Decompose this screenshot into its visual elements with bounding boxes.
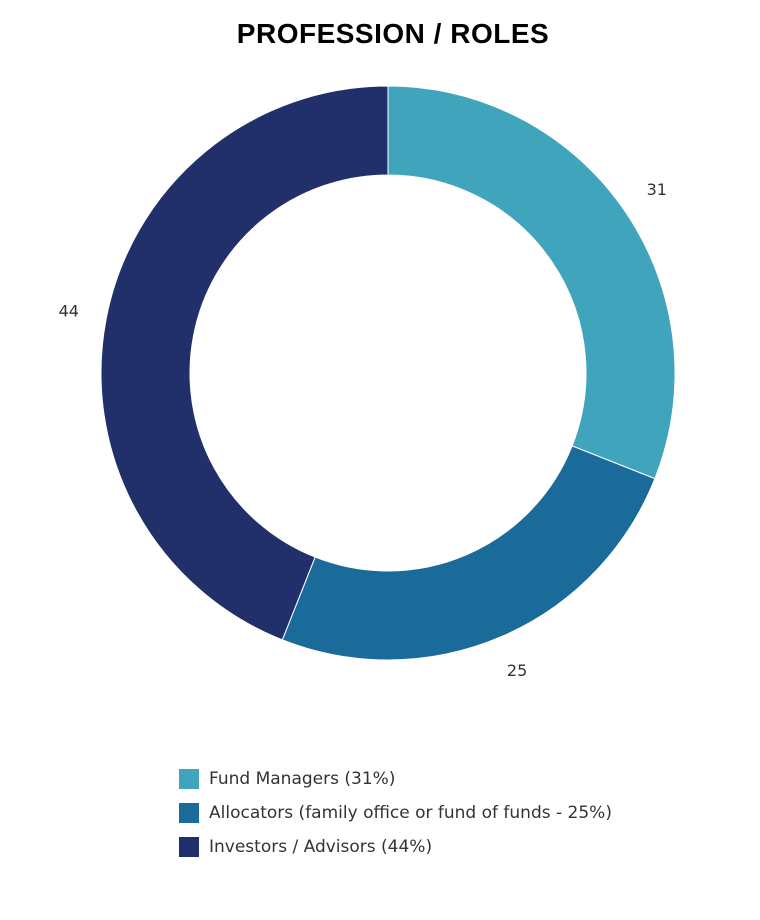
slice-data-label: 31 — [647, 180, 667, 199]
legend-swatch — [179, 769, 199, 789]
donut-slice[interactable] — [281, 445, 656, 661]
legend-item-investors-advisors[interactable]: Investors / Advisors (44%) — [179, 830, 612, 864]
legend-swatch — [179, 837, 199, 857]
legend-item-allocators[interactable]: Allocators (family office or fund of fun… — [179, 796, 612, 830]
legend-label: Investors / Advisors (44%) — [209, 837, 433, 857]
legend-item-fund-managers[interactable]: Fund Managers (31%) — [179, 762, 612, 796]
legend-swatch — [179, 803, 199, 823]
donut-slice[interactable] — [387, 85, 676, 480]
donut-slice[interactable] — [100, 85, 389, 641]
legend-label: Fund Managers (31%) — [209, 769, 396, 789]
slice-data-label: 25 — [507, 661, 527, 680]
legend-label: Allocators (family office or fund of fun… — [209, 803, 612, 823]
chart-legend: Fund Managers (31%) Allocators (family o… — [179, 762, 612, 864]
slice-data-label: 44 — [59, 302, 79, 321]
chart-title: PROFESSION / ROLES — [236, 18, 550, 49]
donut-chart: 31 25 44 — [59, 85, 676, 680]
